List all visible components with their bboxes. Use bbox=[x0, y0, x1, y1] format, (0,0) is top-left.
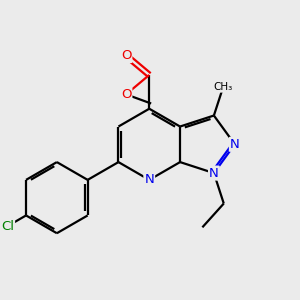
Text: O: O bbox=[121, 88, 131, 101]
Text: N: N bbox=[144, 173, 154, 186]
Text: N: N bbox=[230, 138, 240, 151]
Text: O: O bbox=[121, 49, 131, 62]
Text: N: N bbox=[209, 167, 219, 180]
Text: CH₃: CH₃ bbox=[214, 82, 233, 92]
Text: Cl: Cl bbox=[1, 220, 14, 232]
